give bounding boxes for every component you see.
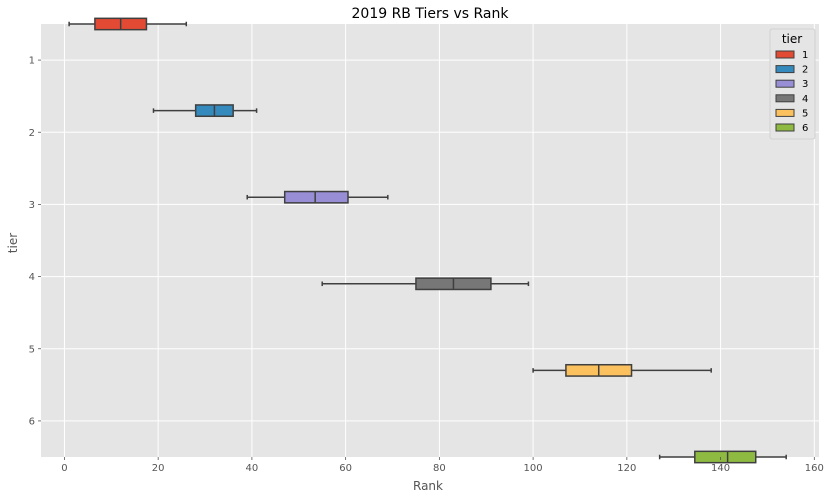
x-tick-label: 40 bbox=[246, 463, 259, 474]
legend-label: 4 bbox=[802, 94, 808, 105]
legend-label: 5 bbox=[802, 108, 808, 119]
x-tick-label: 60 bbox=[339, 463, 352, 474]
legend-swatch bbox=[775, 108, 795, 117]
box-tier-6 bbox=[658, 450, 787, 464]
legend-label: 3 bbox=[802, 79, 808, 90]
legend-swatch bbox=[775, 123, 795, 132]
legend-swatch bbox=[775, 50, 795, 59]
box-tier-5 bbox=[532, 363, 712, 377]
y-tick-label: 5 bbox=[29, 344, 35, 355]
y-tick-label: 1 bbox=[29, 56, 35, 67]
box-tier-2 bbox=[152, 104, 258, 118]
y-axis-ticks: 1 2 3 4 5 6 bbox=[29, 56, 41, 427]
legend-label: 2 bbox=[802, 65, 808, 76]
legend-swatch bbox=[775, 65, 795, 74]
legend-entry-5: 5 bbox=[775, 108, 808, 119]
box-series bbox=[68, 17, 787, 464]
legend-swatch bbox=[775, 94, 795, 103]
y-tick-label: 6 bbox=[29, 416, 35, 427]
plot-background bbox=[41, 24, 819, 457]
iqr-box bbox=[694, 450, 757, 464]
y-tick-label: 3 bbox=[29, 200, 35, 211]
legend-entry-1: 1 bbox=[775, 50, 808, 61]
x-tick-label: 20 bbox=[152, 463, 165, 474]
legend: tier 1 2 3 4 5 6 bbox=[769, 28, 816, 140]
box-tier-1 bbox=[68, 17, 188, 31]
iqr-box bbox=[283, 190, 349, 204]
x-tick-label: 140 bbox=[711, 463, 730, 474]
x-tick-label: 160 bbox=[805, 463, 824, 474]
x-tick-label: 120 bbox=[617, 463, 636, 474]
legend-swatch bbox=[775, 79, 795, 88]
x-axis-ticks: 0 20 40 60 80 100 120 140 160 bbox=[61, 457, 824, 474]
legend-entry-3: 3 bbox=[775, 79, 808, 90]
y-tick-label: 4 bbox=[29, 272, 35, 283]
legend-label: 6 bbox=[802, 123, 808, 134]
y-axis-label: tier bbox=[6, 233, 20, 253]
legend-entry-2: 2 bbox=[775, 65, 808, 76]
legend-entry-6: 6 bbox=[775, 123, 808, 134]
legend-entry-4: 4 bbox=[775, 94, 808, 105]
x-axis-label: Rank bbox=[413, 479, 443, 493]
box-tier-4 bbox=[321, 277, 530, 291]
legend-label: 1 bbox=[802, 50, 808, 61]
y-tick-label: 2 bbox=[29, 128, 35, 139]
x-tick-label: 100 bbox=[524, 463, 543, 474]
x-tick-label: 80 bbox=[433, 463, 446, 474]
box-tier-3 bbox=[246, 190, 389, 204]
legend-title: tier bbox=[782, 32, 802, 46]
chart-title: 2019 RB Tiers vs Rank bbox=[352, 6, 510, 22]
x-tick-label: 0 bbox=[61, 463, 67, 474]
